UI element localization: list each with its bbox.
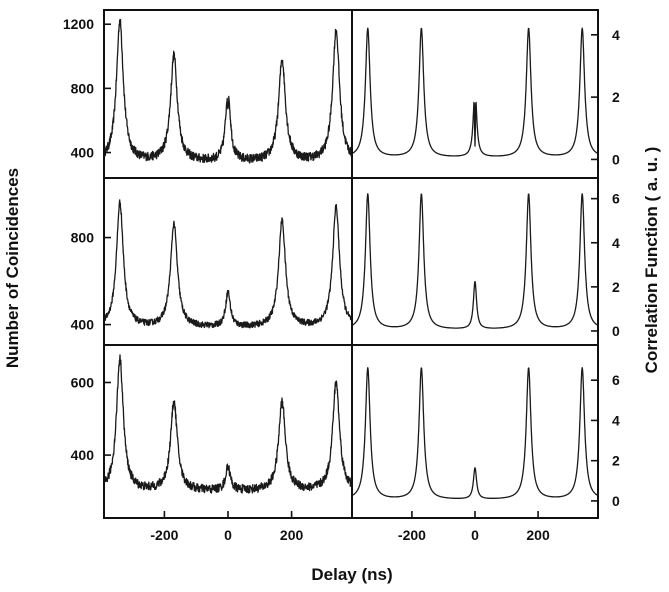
axis-ticks [104, 23, 598, 518]
right-y-tick-label: 4 [612, 235, 620, 251]
left-y-tick-label: 400 [71, 317, 95, 333]
left-y-tick-label: 800 [71, 230, 95, 246]
x-tick-label: 200 [280, 527, 304, 543]
x-axis-label: Delay (ns) [311, 565, 392, 584]
left-y-tick-label: 600 [71, 374, 95, 390]
x-tick-label: -200 [398, 527, 426, 543]
left-y-tick-label: 800 [71, 80, 95, 96]
series-measured-row-1 [103, 18, 353, 164]
figure-frame [103, 9, 599, 519]
plot-panels [103, 18, 599, 499]
right-y-tick-label: 6 [612, 372, 620, 388]
x-tick-label: -200 [150, 527, 178, 543]
left-y-tick-label: 400 [71, 145, 95, 161]
right-y-tick-label: 0 [612, 493, 620, 509]
left-y-tick-label: 400 [71, 447, 95, 463]
x-tick-label: 200 [526, 527, 550, 543]
right-y-tick-label: 0 [612, 151, 620, 167]
series-measured-row-2 [103, 199, 353, 329]
x-tick-label: 0 [224, 527, 232, 543]
y-axis-label-left: Number of Coincidences [3, 168, 22, 368]
right-y-tick-label: 2 [612, 89, 620, 105]
right-y-tick-label: 2 [612, 279, 620, 295]
right-y-tick-label: 4 [612, 412, 620, 428]
x-tick-label: 0 [471, 527, 479, 543]
right-y-tick-label: 6 [612, 191, 620, 207]
right-y-tick-label: 4 [612, 27, 620, 43]
right-y-tick-label: 0 [612, 323, 620, 339]
series-measured-row-3 [103, 354, 353, 494]
series-theory-row-3 [351, 367, 599, 499]
series-theory-row-2 [351, 193, 599, 329]
y-axis-label-right: Correlation Function ( a. u. ) [642, 147, 661, 374]
tick-labels: 400 800 1200 0 2 4 400 800 0 2 4 6 400 600 0 2 4 6 -200 0 20… [63, 16, 620, 543]
right-y-tick-label: 2 [612, 453, 620, 469]
series-theory-row-1 [351, 27, 599, 157]
left-y-tick-label: 1200 [63, 16, 94, 32]
